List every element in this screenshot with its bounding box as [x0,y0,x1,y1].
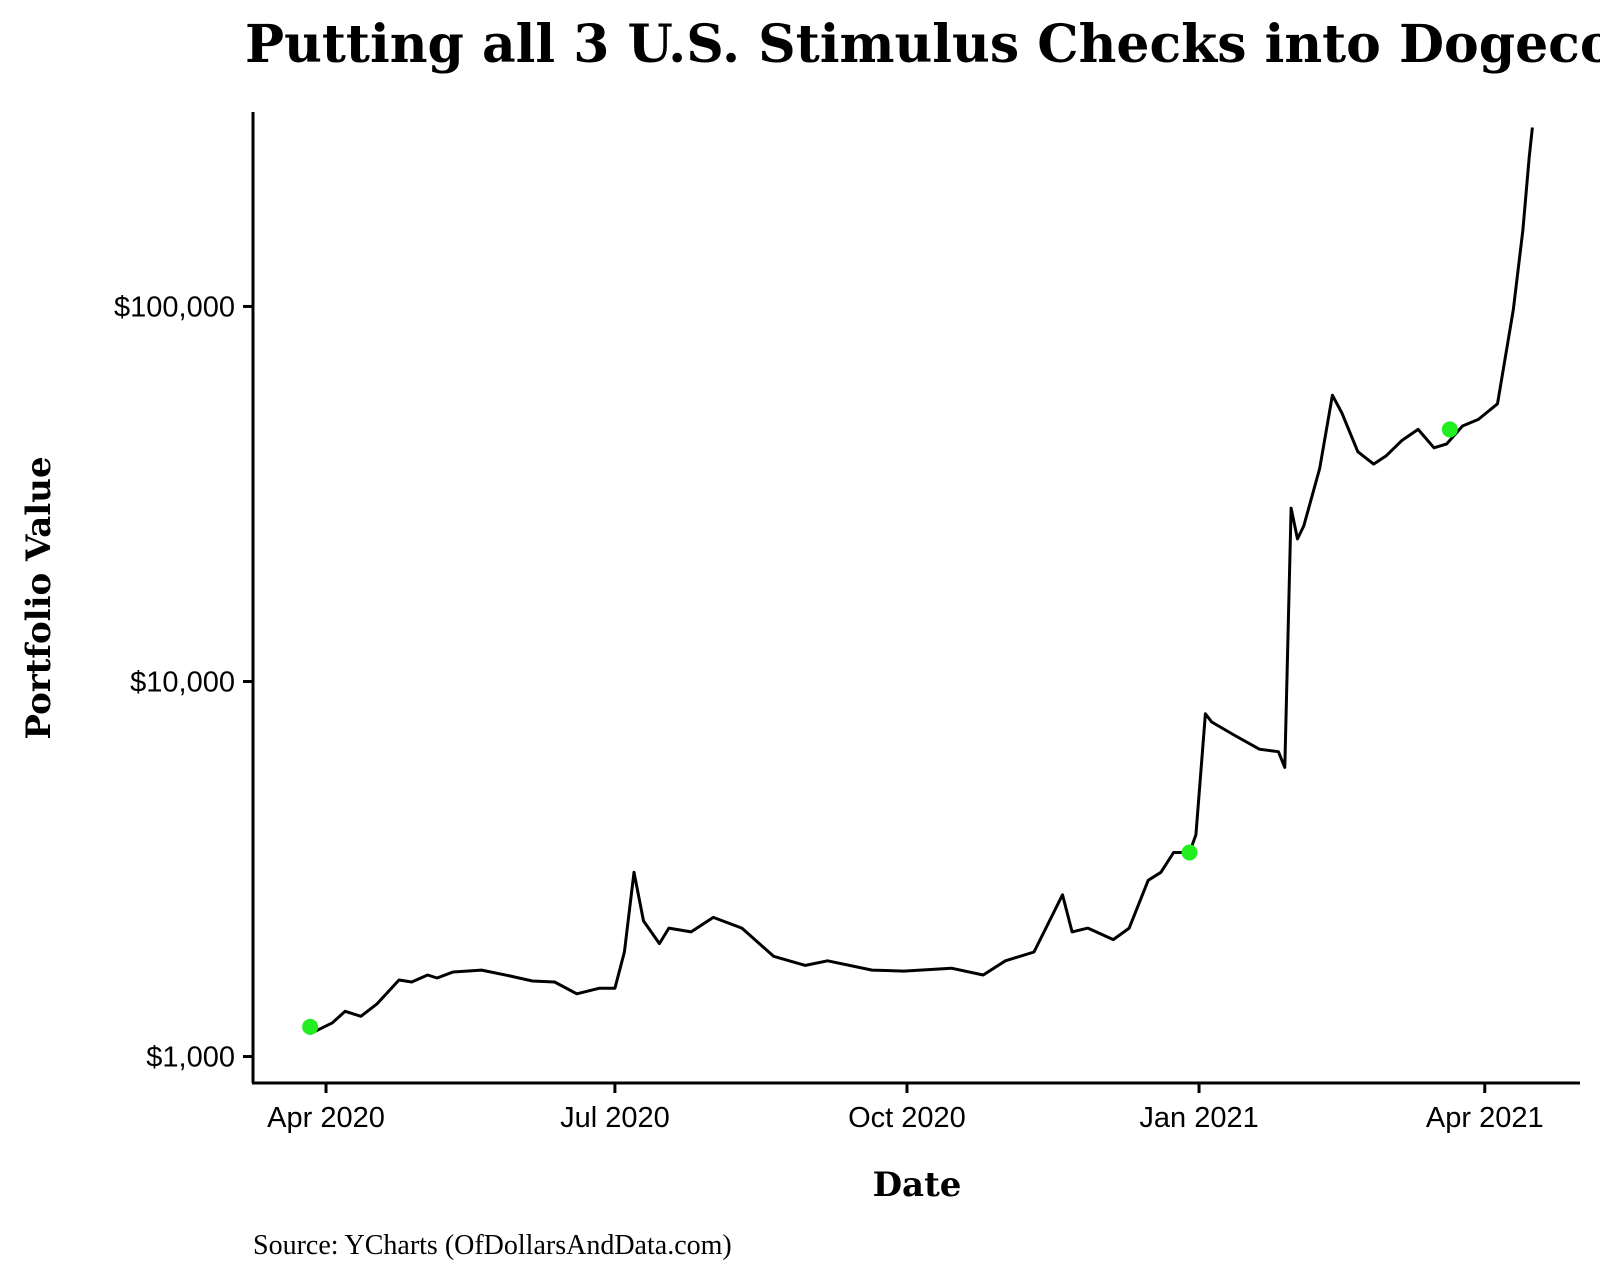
chart-title: Putting all 3 U.S. Stimulus Checks into … [245,14,1600,75]
y-axis-title: Portfolio Value [19,456,59,739]
x-tick-label: Jan 2021 [1139,1102,1258,1134]
y-axis-ticks: $1,000 $10,000 $100,000 [114,291,253,1074]
stimulus-markers [302,421,1458,1035]
y-tick-label: $100,000 [114,291,235,323]
series-line-portfolio-value [309,127,1534,1036]
stimulus-marker-1 [302,1018,319,1035]
y-tick-label: $1,000 [146,1042,235,1074]
x-axis-title: Date [873,1165,962,1205]
x-axis-ticks: Apr 2020 Jul 2020 Oct 2020 Jan 2021 Apr 2021 [267,1083,1544,1134]
stimulus-marker-3 [1441,421,1458,438]
source-note: Source: YCharts (OfDollarsAndData.com) [253,1230,732,1261]
x-tick-label: Oct 2020 [848,1102,966,1134]
x-tick-label: Apr 2021 [1426,1102,1544,1134]
x-tick-label: Apr 2020 [267,1102,385,1134]
stimulus-marker-2 [1181,844,1198,861]
y-tick-label: $10,000 [130,666,235,698]
x-tick-label: Jul 2020 [560,1102,670,1134]
